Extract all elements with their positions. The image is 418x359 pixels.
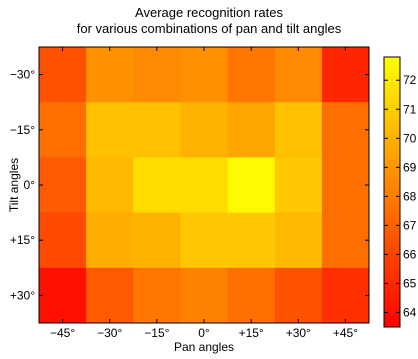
heatmap-cell	[321, 157, 370, 214]
chart-title-line-2: for various combinations of pan and tilt…	[76, 21, 342, 36]
x-tick-label: +30°	[286, 326, 311, 340]
colorbar-tick-label: 70	[403, 131, 417, 145]
colorbar-tick-label: 65	[403, 276, 417, 290]
heatmap-cell	[133, 157, 181, 214]
x-tick-label: −15°	[144, 326, 169, 340]
y-tick-label: 0°	[24, 178, 36, 192]
heatmap-cell	[180, 102, 229, 158]
x-tick-label: +45°	[333, 326, 358, 340]
x-axis-label: Pan angles	[174, 340, 234, 354]
heatmap-cell	[86, 157, 134, 214]
heatmap-cell	[180, 267, 229, 324]
heatmap-cell	[227, 267, 276, 324]
heatmap-cell	[133, 267, 181, 324]
heatmap-cell	[227, 47, 276, 103]
heatmap-cell	[227, 157, 276, 214]
heatmap-cell	[133, 212, 181, 269]
heatmap-cell	[180, 47, 229, 103]
heatmap-cell	[39, 47, 87, 103]
heatmap-cell	[274, 212, 323, 269]
x-tick-label: +15°	[239, 326, 264, 340]
heatmap-cell	[86, 267, 134, 324]
heatmap-cell	[133, 102, 181, 158]
heatmap-cell	[86, 102, 134, 158]
heatmap-cell	[39, 267, 87, 324]
heatmap-cell	[274, 157, 323, 214]
x-tick-label: −45°	[50, 326, 75, 340]
heatmap-cell	[274, 267, 323, 324]
heatmap-cells	[39, 47, 370, 324]
heatmap-cell	[133, 47, 181, 103]
x-ticks: −45° −30° −15° 0° +15° +30° +45°	[50, 47, 358, 340]
colorbar-tick-label: 66	[403, 247, 417, 261]
y-axis-label: Tilt angles	[7, 158, 21, 212]
heatmap-cell	[86, 212, 134, 269]
y-tick-label: +15°	[10, 233, 35, 247]
heatmap-cell	[321, 267, 370, 324]
colorbar-tick-label: 72	[403, 73, 417, 87]
colorbar-tick-label: 67	[403, 218, 417, 232]
heatmap-cell	[227, 212, 276, 269]
y-tick-label: +30°	[10, 288, 35, 302]
colorbar	[383, 56, 401, 328]
y-tick-label: −15°	[10, 123, 35, 137]
colorbar-tick-label: 68	[403, 189, 417, 203]
colorbar-tick-label: 64	[403, 305, 417, 319]
heatmap-cell	[321, 212, 370, 269]
heatmap-cell	[321, 47, 370, 103]
x-tick-label: −30°	[97, 326, 122, 340]
heatmap-cell	[274, 102, 323, 158]
y-tick-label: −30°	[10, 68, 35, 82]
heatmap-cell	[180, 212, 229, 269]
heatmap-cell	[39, 157, 87, 214]
y-ticks: −30° −15° 0° +15° +30°	[10, 68, 369, 302]
heatmap-cell	[274, 47, 323, 103]
heatmap-cell	[86, 47, 134, 103]
colorbar-tick-label: 69	[403, 160, 417, 174]
chart-title-line-1: Average recognition rates	[135, 5, 283, 20]
colorbar-ticks: 64 65 66 67 68 69 70 71 72	[384, 73, 417, 319]
heatmap-cell	[180, 157, 229, 214]
x-tick-label: 0°	[198, 326, 210, 340]
colorbar-tick-label: 71	[403, 102, 417, 116]
heatmap-cell	[321, 102, 370, 158]
heatmap-cell	[39, 102, 87, 158]
heatmap-cell	[227, 102, 276, 158]
heatmap-cell	[39, 212, 87, 269]
